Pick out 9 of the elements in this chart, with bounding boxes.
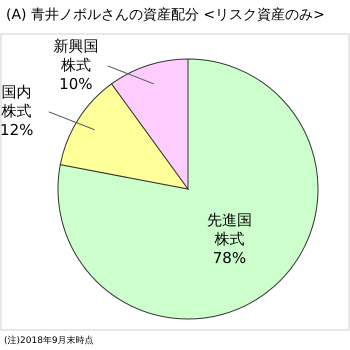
text: (注)2018年9月末時点 [4,334,94,347]
slice-label: 先進国株式 [206,210,253,249]
chart-title: (A) 青井ノボルさんの資産配分 <リスク資産のみ> [6,6,325,24]
pie-slice [58,58,318,320]
data-label: 78% [212,248,246,267]
slice-label: 新興国株式 [52,37,100,76]
slice-label: 国内株式 [0,83,33,122]
data-label: 10% [59,75,93,94]
data-label: 12% [0,121,34,140]
